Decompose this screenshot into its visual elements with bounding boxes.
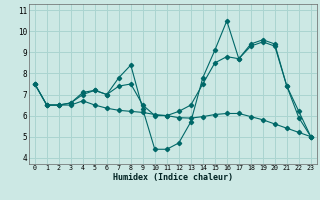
X-axis label: Humidex (Indice chaleur): Humidex (Indice chaleur) [113, 173, 233, 182]
